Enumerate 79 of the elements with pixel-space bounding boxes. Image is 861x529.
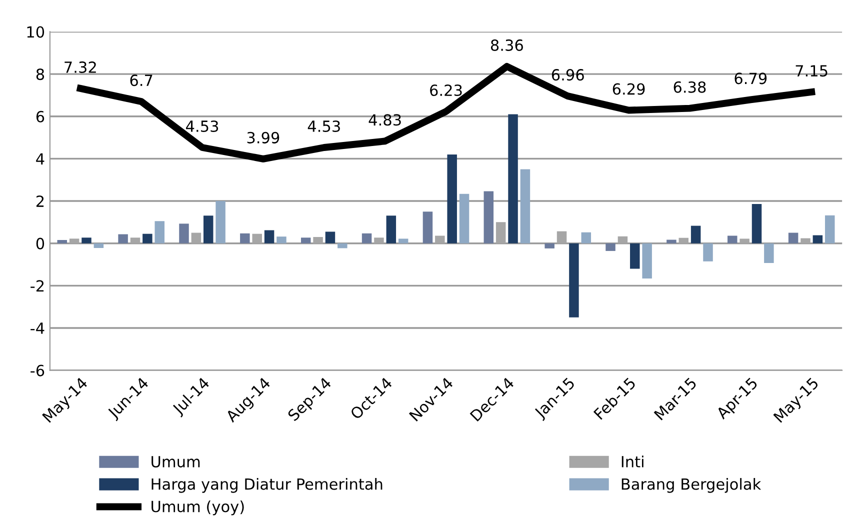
bar — [703, 243, 713, 262]
bar — [447, 154, 457, 244]
bar — [386, 216, 396, 244]
bar — [300, 238, 311, 244]
data-label: 6.38 — [674, 81, 706, 93]
bar — [496, 222, 506, 244]
bar — [435, 236, 445, 244]
data-label: 7.32 — [64, 61, 96, 73]
bar — [264, 230, 274, 244]
bar — [398, 238, 408, 244]
bar — [666, 240, 676, 244]
bar — [508, 114, 518, 244]
data-label: 6.7 — [130, 74, 152, 86]
bar — [338, 243, 348, 248]
bar — [788, 232, 798, 244]
bar — [544, 243, 554, 248]
bar — [252, 234, 262, 244]
legend-label: Umum — [152, 456, 200, 468]
bar — [276, 236, 286, 244]
y-tick-label: -2 — [30, 280, 44, 292]
bar — [824, 215, 835, 244]
data-label: 6.79 — [734, 72, 767, 84]
data-label: 4.83 — [368, 114, 401, 126]
data-label: 3.99 — [247, 132, 280, 144]
bar — [740, 238, 750, 244]
data-label: 4.53 — [186, 120, 218, 132]
data-label: 4.53 — [308, 120, 340, 132]
bar — [154, 221, 164, 244]
bar — [240, 233, 250, 244]
bar — [678, 238, 689, 244]
y-tick-label: 8 — [36, 68, 44, 80]
data-label: 7.15 — [796, 65, 828, 77]
bar — [325, 232, 336, 244]
y-tick-label: 10 — [27, 26, 44, 38]
bar — [812, 235, 823, 244]
bar — [690, 226, 701, 244]
bar — [581, 232, 592, 244]
legend-label: Harga yang Diatur Pemerintah — [152, 478, 382, 493]
bar — [142, 234, 152, 244]
data-label: 6.23 — [430, 84, 462, 96]
bar — [764, 243, 774, 264]
y-tick-label: 2 — [36, 195, 44, 207]
bar — [374, 238, 384, 244]
data-label: 6.29 — [612, 83, 645, 95]
bar — [606, 243, 616, 251]
bar — [618, 236, 628, 244]
bar — [752, 204, 762, 244]
bar — [422, 212, 433, 244]
bar — [179, 224, 189, 244]
bar — [630, 243, 640, 269]
bar — [800, 238, 810, 244]
bar — [362, 233, 372, 244]
y-tick-label: 6 — [36, 110, 44, 122]
bar — [82, 238, 92, 244]
legend-label: Inti — [622, 456, 644, 468]
legend-label: Barang Bergejolak — [622, 478, 762, 493]
bar — [203, 216, 214, 244]
y-tick-label: 0 — [36, 238, 44, 250]
bar — [484, 191, 494, 244]
bar — [118, 234, 128, 244]
bar — [728, 236, 738, 244]
bar — [57, 240, 67, 244]
bar — [69, 238, 80, 244]
bar — [459, 194, 470, 244]
bar — [556, 231, 567, 244]
y-tick-label: -4 — [30, 322, 44, 334]
y-tick-label: -6 — [30, 364, 44, 376]
bar — [313, 236, 323, 244]
legend-label: Umum (yoy) — [152, 500, 244, 516]
bar — [216, 201, 226, 244]
bar — [642, 243, 652, 278]
y-tick-label: 4 — [36, 153, 44, 165]
bar — [569, 243, 579, 318]
bar — [94, 243, 104, 248]
data-label: 8.36 — [490, 39, 523, 51]
bar — [130, 238, 140, 244]
bar — [191, 232, 202, 244]
bar — [520, 169, 530, 244]
data-label: 6.96 — [552, 69, 584, 81]
